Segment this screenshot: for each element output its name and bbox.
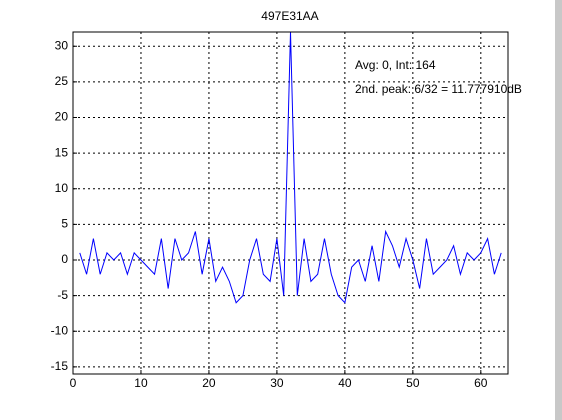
y-tick-label: 5 — [61, 217, 68, 231]
y-tick-label: 30 — [55, 38, 69, 52]
x-tick-label: 60 — [474, 376, 488, 390]
x-tick-label: 20 — [202, 376, 216, 390]
x-tick-label: 30 — [270, 376, 284, 390]
y-tick-label: 15 — [55, 145, 69, 159]
y-tick-label: -10 — [51, 323, 69, 337]
x-tick-label: 40 — [338, 376, 352, 390]
y-tick-label: -5 — [57, 288, 68, 302]
annotation: 2nd. peak: 6/32 = 11.777910dB — [355, 82, 522, 96]
x-tick-label: 10 — [134, 376, 148, 390]
window-edge — [555, 0, 562, 420]
annotation: Avg: 0, Int: 164 — [355, 58, 436, 72]
axes-box — [72, 31, 509, 375]
data-line — [79, 32, 502, 304]
plot-area — [73, 32, 508, 374]
x-tick-label: 50 — [406, 376, 420, 390]
y-tick-label: 0 — [61, 252, 68, 266]
x-tick-label: 0 — [70, 376, 77, 390]
chart-title: 497E31AA — [261, 9, 318, 23]
y-tick-label: 10 — [55, 181, 69, 195]
y-tick-label: 20 — [55, 110, 69, 124]
y-tick-label: 25 — [55, 74, 69, 88]
y-tick-label: -15 — [51, 359, 69, 373]
